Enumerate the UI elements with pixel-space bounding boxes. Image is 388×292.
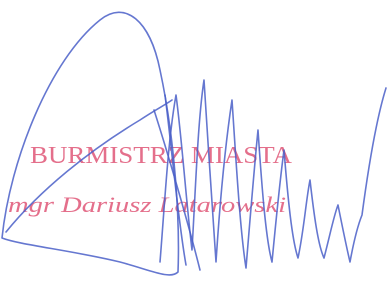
- stamp-name: mgr Dariusz Latarowski: [8, 192, 286, 217]
- page: BURMISTRZ MIASTA mgr Dariusz Latarowski: [0, 0, 388, 292]
- signature-stamp: BURMISTRZ MIASTA mgr Dariusz Latarowski: [0, 0, 388, 292]
- stamp-title: BURMISTRZ MIASTA: [30, 143, 293, 169]
